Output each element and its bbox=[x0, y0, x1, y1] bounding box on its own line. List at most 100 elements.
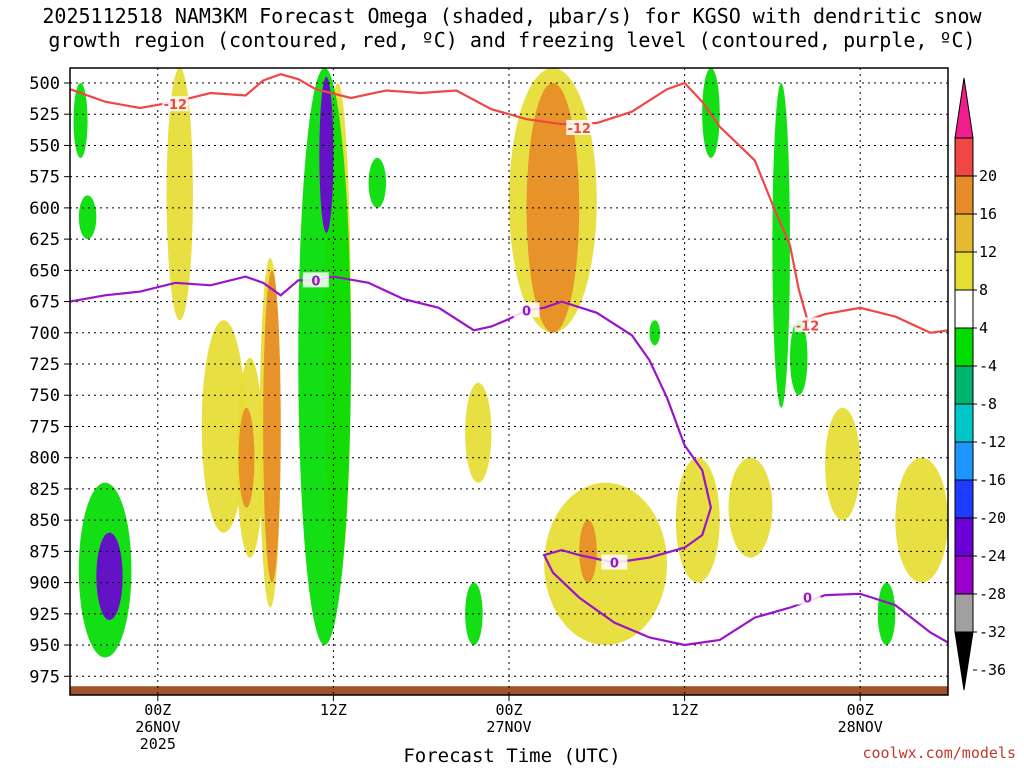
omega_positive_ascent_regions-region-5 bbox=[465, 382, 492, 483]
omega_positive_ascent_regions-region-10 bbox=[825, 407, 861, 521]
colorbar-swatch-4 bbox=[954, 479, 974, 519]
dgz_-12C-label-1: -12 bbox=[567, 122, 591, 137]
x-tick-label-40-0: 00Z bbox=[847, 701, 874, 719]
colorbar-label-10: 8 bbox=[979, 281, 988, 299]
freezing_0C-label-0: 0 bbox=[311, 274, 320, 289]
freezing_0C-contour bbox=[69, 275, 949, 647]
colorbar-swatch-14 bbox=[954, 77, 974, 139]
colorbar-swatch-13 bbox=[954, 137, 974, 177]
y-tick-label-700: 700 bbox=[29, 324, 60, 344]
colorbar-label-3: -24 bbox=[979, 547, 1006, 565]
grid-layer bbox=[70, 68, 948, 695]
omega_positive_ascent_regions-region-9 bbox=[728, 457, 773, 558]
colorbar-label-13: 20 bbox=[979, 167, 997, 185]
omega_negative_descent_regions-region-7 bbox=[772, 82, 790, 408]
omega_max_core-region-2 bbox=[579, 520, 597, 583]
colorbar-swatch-9 bbox=[954, 289, 974, 329]
x-tick-label-40-1: 28NOV bbox=[838, 718, 883, 736]
chart-title-line2: growth region (contoured, red, ºC) and f… bbox=[48, 28, 976, 52]
dgz_-12C-label-bg-0 bbox=[162, 96, 189, 112]
freezing_0C-label-bg-2 bbox=[601, 554, 628, 570]
colorbar-label-4: -20 bbox=[979, 509, 1006, 527]
freezing_0C-label-3: 0 bbox=[803, 592, 812, 607]
y-tick-label-550: 550 bbox=[29, 136, 60, 156]
colorbar-label-6: -12 bbox=[979, 433, 1006, 451]
omega_negative_descent_regions-region-3 bbox=[298, 68, 351, 646]
colorbar-label-12: 16 bbox=[979, 205, 997, 223]
freezing_0C-label-bg-1 bbox=[513, 302, 540, 318]
colorbar-label-2: -28 bbox=[979, 585, 1006, 603]
colorbar-swatch-12 bbox=[954, 175, 974, 215]
x-tick-label-30-0: 12Z bbox=[671, 701, 698, 719]
y-axis: 500 525 550 575 600 625 650 675 700 725 750 775 800 8… bbox=[29, 74, 70, 687]
omega_negative_descent_regions-region-8 bbox=[789, 320, 808, 396]
credit-text: coolwx.com/models bbox=[862, 744, 1016, 762]
freezing_0C-label-1: 0 bbox=[522, 304, 531, 319]
colorbar-label-5: -16 bbox=[979, 471, 1006, 489]
x-axis-title: Forecast Time (UTC) bbox=[403, 745, 621, 767]
y-tick-label-975: 975 bbox=[29, 667, 60, 687]
y-tick-label-950: 950 bbox=[29, 636, 60, 656]
ground-layer bbox=[70, 686, 948, 695]
y-tick-label-825: 825 bbox=[29, 480, 60, 500]
contour-layer: -12 -12 -12 0 0 0 0 bbox=[69, 73, 949, 647]
colorbar-swatch-10 bbox=[954, 251, 974, 291]
y-tick-label-525: 525 bbox=[29, 105, 60, 125]
colorbar-label-7: -8 bbox=[979, 395, 997, 413]
y-tick-label-575: 575 bbox=[29, 168, 60, 188]
y-tick-label-800: 800 bbox=[29, 449, 60, 469]
dgz_-12C-label-bg-2 bbox=[794, 317, 821, 333]
x-tick-label-20-1: 27NOV bbox=[486, 718, 531, 736]
colorbar-swatch-0 bbox=[954, 631, 974, 691]
omega_strong_core-region-1 bbox=[96, 532, 123, 621]
omega_positive_ascent_regions-region-8 bbox=[675, 457, 720, 583]
y-tick-label-750: 750 bbox=[29, 386, 60, 406]
y-tick-label-600: 600 bbox=[29, 199, 60, 219]
colorbar-label-0: -36 bbox=[979, 661, 1006, 679]
colorbar-swatch-1 bbox=[954, 593, 974, 633]
freezing_0C-label-2: 0 bbox=[610, 557, 619, 572]
x-tick-label-10-0: 12Z bbox=[320, 701, 347, 719]
colorbar-swatch-5 bbox=[954, 441, 974, 481]
chart-title-line1: 2025112518 NAM3KM Forecast Omega (shaded… bbox=[42, 4, 982, 28]
colorbar-label-11: 12 bbox=[979, 243, 997, 261]
dgz_-12C-contour bbox=[69, 73, 949, 334]
x-tick-label-20-0: 00Z bbox=[495, 701, 522, 719]
omega_positive_ascent_regions-region-0 bbox=[166, 68, 193, 321]
freezing_0C-label-bg-3 bbox=[794, 589, 821, 605]
colorbar-label-9: 4 bbox=[979, 319, 988, 337]
colorbar-swatch-3 bbox=[954, 517, 974, 557]
colorbar-swatch-7 bbox=[954, 365, 974, 405]
y-tick-label-875: 875 bbox=[29, 542, 60, 562]
omega_max_core-region-1 bbox=[263, 270, 281, 583]
colorbar-swatch-2 bbox=[954, 555, 974, 595]
omega_max_core-region-0 bbox=[238, 407, 255, 508]
y-tick-label-650: 650 bbox=[29, 261, 60, 281]
omega_strong_core-region-0 bbox=[319, 76, 334, 233]
dgz_-12C-label-0: -12 bbox=[164, 98, 188, 113]
omega_negative_descent_regions-region-0 bbox=[73, 82, 88, 158]
omega_negative_descent_regions-region-4 bbox=[368, 157, 387, 208]
dgz_-12C-label-2: -12 bbox=[796, 319, 820, 334]
y-tick-label-625: 625 bbox=[29, 230, 60, 250]
colorbar-swatch-11 bbox=[954, 213, 974, 253]
terrain-surface bbox=[70, 686, 948, 695]
y-tick-label-500: 500 bbox=[29, 74, 60, 94]
omega_negative_descent_regions-region-5 bbox=[649, 320, 661, 346]
omega_positive_ascent_regions-region-1 bbox=[201, 320, 246, 533]
colorbar-swatch-6 bbox=[954, 403, 974, 443]
y-tick-label-775: 775 bbox=[29, 417, 60, 437]
omega_negative_descent_regions-region-1 bbox=[78, 195, 97, 240]
x-tick-label-0-0: 00Z bbox=[144, 701, 171, 719]
colorbar: -36 -32 -28 -24 -20 -16 -12 -8 -4 4 8 12 16 20 bbox=[954, 77, 1006, 691]
colorbar-label-1: -32 bbox=[979, 623, 1006, 641]
colorbar-label-8: -4 bbox=[979, 357, 997, 375]
chart-title: 2025112518 NAM3KM Forecast Omega (shaded… bbox=[0, 4, 1024, 52]
y-tick-label-675: 675 bbox=[29, 293, 60, 313]
y-tick-label-900: 900 bbox=[29, 574, 60, 594]
x-tick-label-0-1: 26NOV bbox=[135, 718, 180, 736]
colorbar-swatch-8 bbox=[954, 327, 974, 367]
y-tick-label-850: 850 bbox=[29, 511, 60, 531]
